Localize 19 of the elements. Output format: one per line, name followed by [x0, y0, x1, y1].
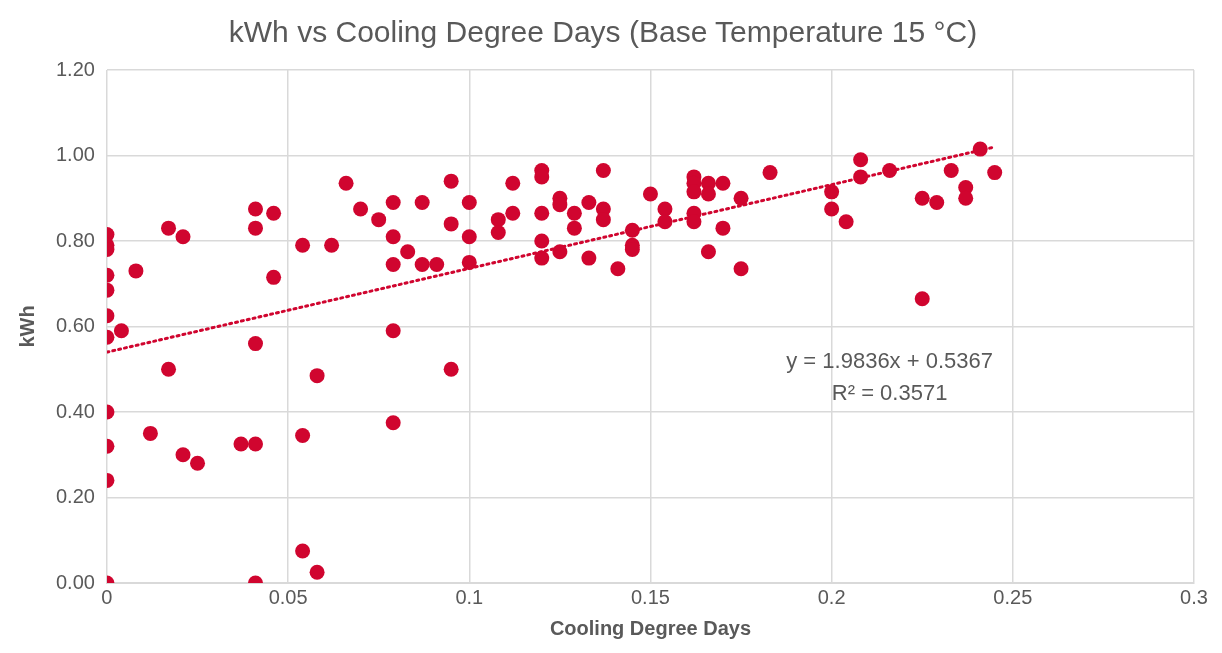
x-tick-label: 0.25 [993, 585, 1033, 608]
y-tick-label: 1.20 [55, 57, 95, 80]
y-tick-label: 1.00 [55, 143, 95, 166]
y-tick-label: 0.60 [55, 314, 95, 337]
y-tick-label: 0.20 [55, 485, 95, 508]
y-tick-label: 0.80 [55, 228, 95, 251]
x-tick-label: 0.15 [630, 585, 670, 608]
y-tick-label: 0.00 [55, 570, 95, 593]
chart-title: kWh vs Cooling Degree Days (Base Temperature 15 °C) [228, 15, 978, 49]
annotation: R² = 0.3571 [831, 380, 948, 405]
annotation: y = 1.9836x + 0.5367 [786, 348, 993, 373]
y-axis-title: kWh [15, 305, 38, 348]
x-tick-label: 0.1 [455, 585, 484, 608]
x-tick-label: 0.05 [268, 585, 308, 608]
x-tick-label: 0.3 [1180, 585, 1208, 608]
x-axis-title: Cooling Degree Days [549, 616, 752, 639]
x-tick-label: 0 [101, 585, 113, 608]
x-tick-label: 0.2 [817, 585, 846, 608]
y-tick-label: 0.40 [55, 399, 95, 422]
